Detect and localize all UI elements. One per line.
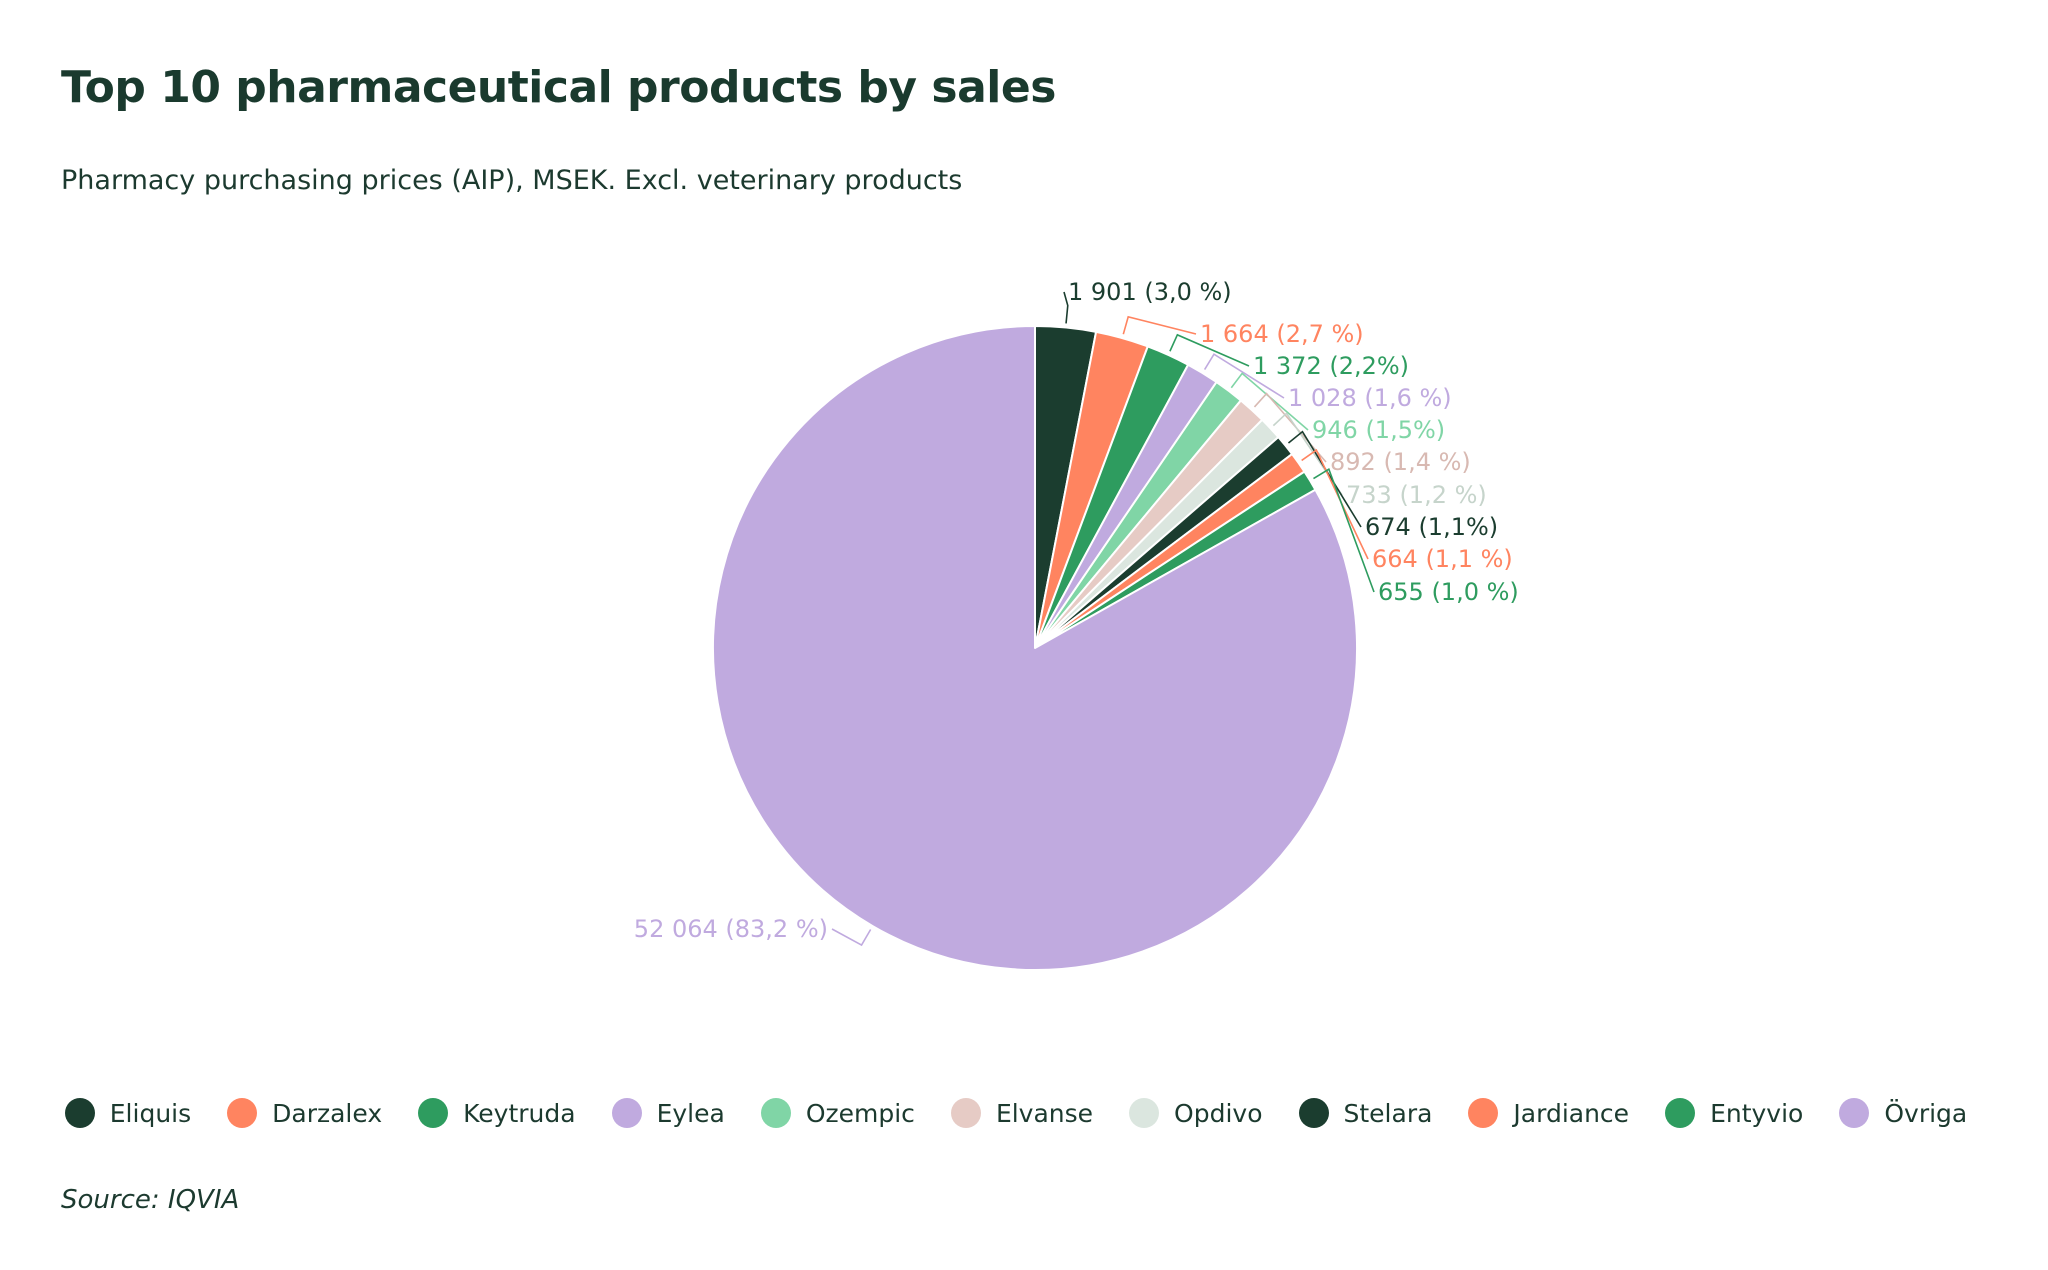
legend-item[interactable]: Opdivo (1129, 1098, 1278, 1128)
pie-leader-line (831, 928, 872, 947)
legend-item[interactable]: Entyvio (1665, 1098, 1819, 1128)
pie-data-label: 674 (1,1%) (1365, 513, 1498, 541)
legend-item[interactable]: Eylea (611, 1098, 741, 1128)
legend-swatch (950, 1098, 981, 1128)
legend-label: Övriga (1884, 1098, 1968, 1128)
legend-label: Stelara (1343, 1098, 1433, 1128)
legend-item[interactable]: Jardiance (1468, 1098, 1645, 1128)
pie-slice--vriga (711, 325, 1358, 971)
legend-swatch (418, 1098, 449, 1128)
legend-label: Eliquis (109, 1098, 192, 1128)
legend-swatch (760, 1098, 791, 1128)
pie-data-label: 1 664 (2,7 %) (1200, 320, 1364, 348)
pie-data-label: 1 028 (1,6 %) (1288, 384, 1452, 412)
pie-data-label: 892 (1,4 %) (1330, 448, 1471, 476)
legend-label: Keytruda (463, 1098, 576, 1128)
legend-swatch (1468, 1098, 1499, 1128)
pie-data-label: 1 372 (2,2%) (1253, 352, 1409, 380)
pie-data-label: 1 901 (3,0 %) (1068, 278, 1232, 306)
legend-label: Entyvio (1710, 1098, 1804, 1128)
pie-data-label: 664 (1,1 %) (1372, 545, 1513, 573)
legend-label: Elvanse (995, 1098, 1094, 1128)
legend-item[interactable]: Övriga (1839, 1098, 1983, 1128)
legend-swatch (1298, 1098, 1329, 1128)
legend-swatch (1839, 1098, 1870, 1128)
legend-swatch (227, 1098, 258, 1128)
source-note: Source: IQVIA (61, 1185, 240, 1215)
pie-leader-line (1230, 372, 1309, 431)
pie-leader-line (1313, 467, 1375, 593)
legend-swatch (611, 1098, 642, 1128)
legend-item[interactable]: Eliquis (64, 1098, 207, 1128)
pie-data-label: 946 (1,5%) (1312, 416, 1445, 444)
pie-leader-line (1063, 291, 1069, 324)
pie-slices (711, 325, 1358, 971)
legend-item[interactable]: Elvanse (950, 1098, 1109, 1128)
pie-labels: 1 901 (3,0 %) 1 664 (2,7 %) 1 372 (2,2%) 1 … (634, 278, 1519, 947)
legend-swatch (1665, 1098, 1696, 1128)
pie-leader-line (1169, 333, 1250, 367)
pie-leader-line (1122, 315, 1197, 335)
chart-title: Top 10 pharmaceutical products by sales (61, 62, 1056, 113)
pie-leader-line (1287, 430, 1362, 528)
legend-label: Opdivo (1174, 1098, 1263, 1128)
legend-swatch (64, 1098, 95, 1128)
pie-leader-line (1301, 448, 1369, 560)
legend-swatch (1129, 1098, 1160, 1128)
chart-legend: Eliquis Darzalex Keytruda Eylea Ozempic Elvan… (0, 1098, 2048, 1128)
pie-data-label: 655 (1,0 %) (1378, 578, 1519, 606)
legend-item[interactable]: Darzalex (227, 1098, 398, 1128)
legend-label: Ozempic (805, 1098, 915, 1128)
legend-item[interactable]: Ozempic (760, 1098, 931, 1128)
legend-label: Jardiance (1513, 1098, 1630, 1128)
pie-leader-line (1203, 353, 1285, 399)
pie-data-label: 733 (1,2 %) (1346, 481, 1487, 509)
pie-data-label: 52 064 (83,2 %) (634, 915, 828, 943)
chart-subtitle: Pharmacy purchasing prices (AIP), MSEK. … (61, 165, 963, 196)
legend-item[interactable]: Keytruda (418, 1098, 591, 1128)
pie-leader-line (1272, 412, 1343, 496)
legend-item[interactable]: Stelara (1298, 1098, 1449, 1128)
legend-label: Eylea (656, 1098, 725, 1128)
legend-label: Darzalex (272, 1098, 383, 1128)
